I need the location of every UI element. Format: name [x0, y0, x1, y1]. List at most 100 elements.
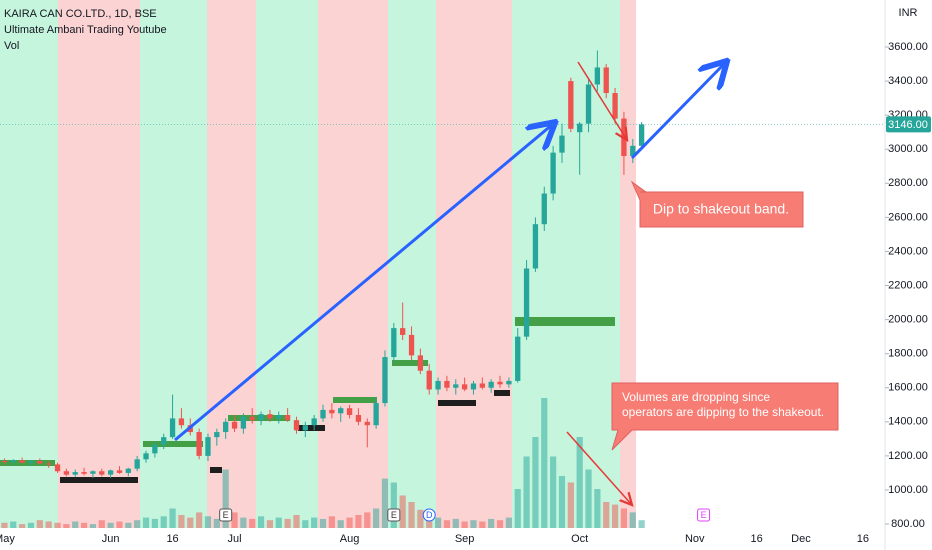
x-tick-label: 16: [857, 533, 869, 545]
volume-bar: [36, 520, 43, 528]
candle-body: [320, 409, 326, 419]
y-tick-label: 2000.00: [888, 314, 928, 326]
level-segment: [210, 467, 222, 473]
candle-body: [107, 470, 114, 475]
volume-bar: [611, 504, 619, 528]
bull-band: [140, 0, 207, 528]
bear-band: [436, 0, 512, 528]
x-tick-label: Dec: [791, 533, 811, 545]
candle-body: [435, 380, 441, 390]
y-tick-label: 2200.00: [888, 279, 928, 291]
volume-bar: [240, 517, 247, 528]
volume-bar: [169, 508, 176, 528]
candle-layer: [1, 50, 645, 479]
candle-body: [346, 408, 353, 416]
volume-bar: [134, 520, 141, 528]
x-tick-label: Jul: [227, 533, 241, 545]
event-label: E: [391, 510, 397, 520]
volume-bar: [443, 520, 451, 528]
candle-body: [559, 135, 565, 153]
candle-body: [391, 328, 397, 358]
volume-bar: [479, 521, 486, 528]
volume-bar: [452, 518, 459, 528]
volume-bar: [311, 517, 318, 528]
volume-bar: [417, 509, 424, 528]
candle-body: [267, 414, 273, 419]
candle-body: [515, 336, 521, 381]
candle-body: [90, 471, 96, 474]
annotation: operators are dipping to the shakeout.: [622, 405, 824, 419]
volume-bar: [550, 456, 557, 528]
candle-body: [63, 471, 70, 475]
candle-body: [577, 123, 583, 133]
candle-body: [638, 124, 645, 146]
y-tick-label: 3000.00: [888, 143, 928, 155]
candle-body: [444, 380, 450, 388]
volume-bar: [284, 518, 291, 528]
volume-bar: [19, 524, 26, 528]
volume-bar: [567, 482, 574, 528]
candle-body: [161, 437, 167, 445]
level-segment: [298, 425, 325, 431]
bear-band: [58, 0, 140, 528]
last-price-label: 3146.00: [888, 119, 928, 131]
candle-body: [479, 383, 485, 388]
volume-bar: [196, 512, 203, 528]
candle-body: [532, 224, 539, 269]
bull-band: [256, 0, 318, 528]
candle-body: [37, 461, 43, 464]
callout-box: [630, 180, 804, 228]
event-label: E: [223, 510, 229, 520]
level-segment: [143, 441, 203, 447]
candle-body: [46, 463, 52, 465]
candle-body: [231, 421, 238, 429]
volume-bar: [116, 521, 123, 528]
volume-bar: [1, 522, 8, 528]
candle-body: [364, 421, 370, 426]
volume-bar: [293, 515, 300, 528]
event-label: E: [701, 510, 707, 520]
candle-body: [19, 460, 25, 463]
candle-body: [1, 461, 8, 463]
candle-body: [10, 460, 16, 462]
candle-body: [612, 93, 618, 119]
candle-body: [382, 357, 388, 404]
candle-body: [152, 444, 158, 454]
y-tick-label: 2800.00: [888, 177, 928, 189]
candle-body: [550, 152, 556, 194]
volume-bar: [257, 516, 265, 528]
volume-bar: [98, 520, 105, 528]
volume-bar: [373, 508, 380, 528]
x-tick-label: Oct: [571, 533, 588, 545]
level-segment: [515, 317, 615, 326]
trend-arrow: [630, 63, 725, 160]
candle-body: [116, 470, 123, 473]
volume-bar: [151, 518, 158, 528]
volume-bar: [125, 522, 132, 528]
volume-bar: [523, 456, 530, 528]
volume-bar: [63, 524, 70, 528]
candle-body: [400, 328, 406, 335]
volume-bar: [80, 522, 88, 528]
candle-body: [417, 355, 424, 371]
volume-bar: [178, 515, 185, 528]
volume-bar: [89, 524, 97, 528]
y-tick-label: 800.00: [891, 518, 925, 530]
background-bands: [0, 0, 636, 528]
volume-bar: [434, 517, 442, 528]
candle-body: [125, 468, 131, 473]
event-marker: [387, 508, 401, 522]
candle-body: [453, 384, 459, 388]
candle-body: [178, 418, 185, 426]
volume-bar: [231, 512, 238, 528]
volume-bar: [594, 489, 601, 528]
candle-body: [355, 415, 362, 422]
x-tick-label: May: [0, 533, 15, 545]
candle-body: [523, 268, 530, 337]
candle-body: [329, 409, 335, 414]
event-label: D: [426, 510, 433, 520]
candle-body: [276, 415, 282, 419]
candle-body: [585, 84, 592, 124]
candle-body: [99, 471, 105, 475]
